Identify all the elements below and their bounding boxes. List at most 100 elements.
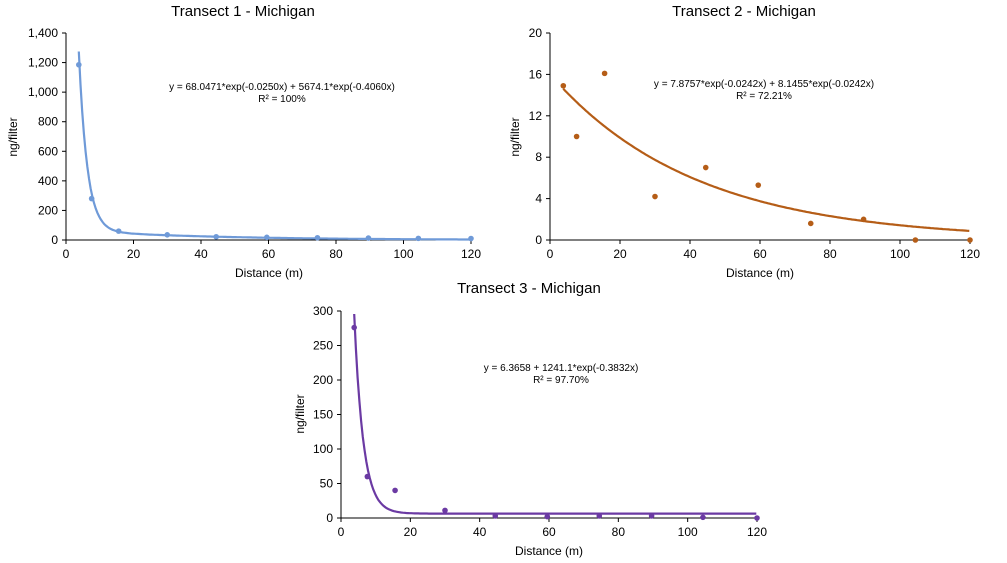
x-axis-label: Distance (m) [515, 544, 583, 558]
x-tick-label: 0 [63, 247, 70, 261]
x-axis-label: Distance (m) [726, 266, 794, 280]
data-point [415, 235, 422, 242]
trendline [77, 51, 471, 241]
chart-title: Transect 3 - Michigan [457, 280, 601, 297]
y-tick-label: 1,200 [28, 56, 58, 70]
data-point [596, 513, 603, 519]
x-axis-label: Distance (m) [235, 266, 303, 280]
data-point [754, 515, 760, 521]
data-point [365, 235, 372, 241]
y-tick-label: 0 [51, 233, 58, 247]
data-point [76, 61, 82, 68]
data-point [492, 513, 499, 519]
data-point [807, 220, 814, 227]
x-tick-label: 80 [823, 247, 837, 261]
x-tick-label: 20 [127, 247, 141, 261]
x-tick-label: 100 [678, 525, 698, 539]
data-point [652, 193, 658, 200]
data-point [88, 195, 95, 202]
x-tick-label: 60 [262, 247, 276, 261]
y-tick-label: 300 [313, 304, 333, 318]
x-tick-label: 20 [613, 247, 627, 261]
data-point [264, 234, 270, 241]
y-tick-label: 250 [313, 339, 333, 353]
x-tick-label: 60 [753, 247, 767, 261]
y-tick-label: 200 [313, 373, 333, 387]
y-tick-label: 16 [529, 67, 543, 81]
y-tick-label: 4 [535, 192, 542, 206]
x-tick-label: 0 [338, 525, 345, 539]
y-tick-label: 8 [535, 150, 542, 164]
y-tick-labels: 0 4 8 12 16 20 [529, 26, 543, 247]
data-points [560, 70, 973, 243]
x-tick-label: 120 [461, 247, 481, 261]
data-point [351, 324, 357, 331]
y-tick-labels: 0 200 400 600 800 1,000 1,200 1,400 [28, 26, 58, 247]
chart-transect-3: Transect 3 - Michigan Distance (m) ng/fi… [293, 280, 767, 558]
y-tick-labels: 0 50 100 150 200 250 300 [313, 304, 333, 525]
trendline-r-squared: R² = 97.70% [533, 375, 589, 386]
y-tick-label: 600 [38, 144, 58, 158]
y-axis-label: ng/filter [6, 117, 20, 156]
x-tick-label: 100 [393, 247, 413, 261]
x-tick-labels: 0 20 40 60 80 100 120 [63, 247, 482, 261]
y-tick-label: 100 [313, 442, 333, 456]
data-points [76, 61, 474, 242]
y-tick-label: 0 [535, 233, 542, 247]
trendline [562, 87, 970, 232]
trendline-equation: y = 7.8757*exp(-0.0242x) + 8.1455*exp(-0… [654, 79, 874, 90]
y-axis-label: ng/filter [293, 394, 307, 433]
y-tick-label: 20 [529, 26, 543, 40]
y-tick-label: 800 [38, 115, 58, 129]
x-tick-label: 100 [890, 247, 910, 261]
x-tick-label: 20 [404, 525, 418, 539]
data-point [912, 237, 919, 243]
chart-transect-1: Transect 1 - Michigan Distance (m) ng/fi… [6, 3, 481, 280]
y-tick-label: 50 [320, 477, 334, 491]
axes [546, 32, 971, 244]
x-tick-labels: 0 20 40 60 80 100 120 [338, 525, 768, 539]
x-tick-label: 0 [547, 247, 554, 261]
data-point [392, 487, 398, 494]
axes [62, 32, 472, 244]
trendline-r-squared: R² = 72.21% [736, 91, 792, 102]
trendline-equation: y = 68.0471*exp(-0.0250x) + 5674.1*exp(-… [169, 82, 395, 93]
trendline-equation: y = 6.3658 + 1241.1*exp(-0.3832x) [484, 363, 639, 374]
x-tick-label: 40 [194, 247, 208, 261]
y-axis-label: ng/filter [508, 117, 522, 156]
y-tick-label: 400 [38, 174, 58, 188]
x-tick-labels: 0 20 40 60 80 100 120 [547, 247, 981, 261]
x-tick-label: 40 [473, 525, 487, 539]
trendline-r-squared: R² = 100% [258, 94, 306, 105]
data-point [314, 234, 321, 241]
data-point [544, 513, 551, 520]
trendline [353, 313, 757, 515]
data-point [702, 164, 709, 171]
y-tick-label: 150 [313, 408, 333, 422]
y-tick-label: 1,400 [28, 26, 58, 40]
data-point [560, 82, 567, 89]
y-tick-label: 0 [326, 511, 333, 525]
data-point [700, 514, 706, 521]
data-point [573, 133, 580, 140]
data-point [164, 232, 171, 238]
data-point [213, 233, 219, 240]
x-tick-label: 40 [683, 247, 697, 261]
x-tick-label: 60 [542, 525, 556, 539]
x-tick-label: 80 [612, 525, 626, 539]
y-tick-label: 200 [38, 203, 58, 217]
data-point [468, 235, 474, 242]
y-tick-label: 1,000 [28, 85, 58, 99]
data-point [648, 513, 655, 519]
chart-transect-2: Transect 2 - Michigan Distance (m) ng/fi… [508, 3, 980, 280]
data-point [755, 182, 762, 188]
chart-title: Transect 1 - Michigan [171, 3, 315, 20]
x-tick-label: 120 [960, 247, 980, 261]
data-point [115, 228, 122, 234]
data-point [967, 237, 973, 243]
x-tick-label: 120 [747, 525, 767, 539]
y-tick-label: 12 [529, 109, 543, 123]
data-points [351, 324, 760, 521]
chart-title: Transect 2 - Michigan [672, 3, 816, 20]
